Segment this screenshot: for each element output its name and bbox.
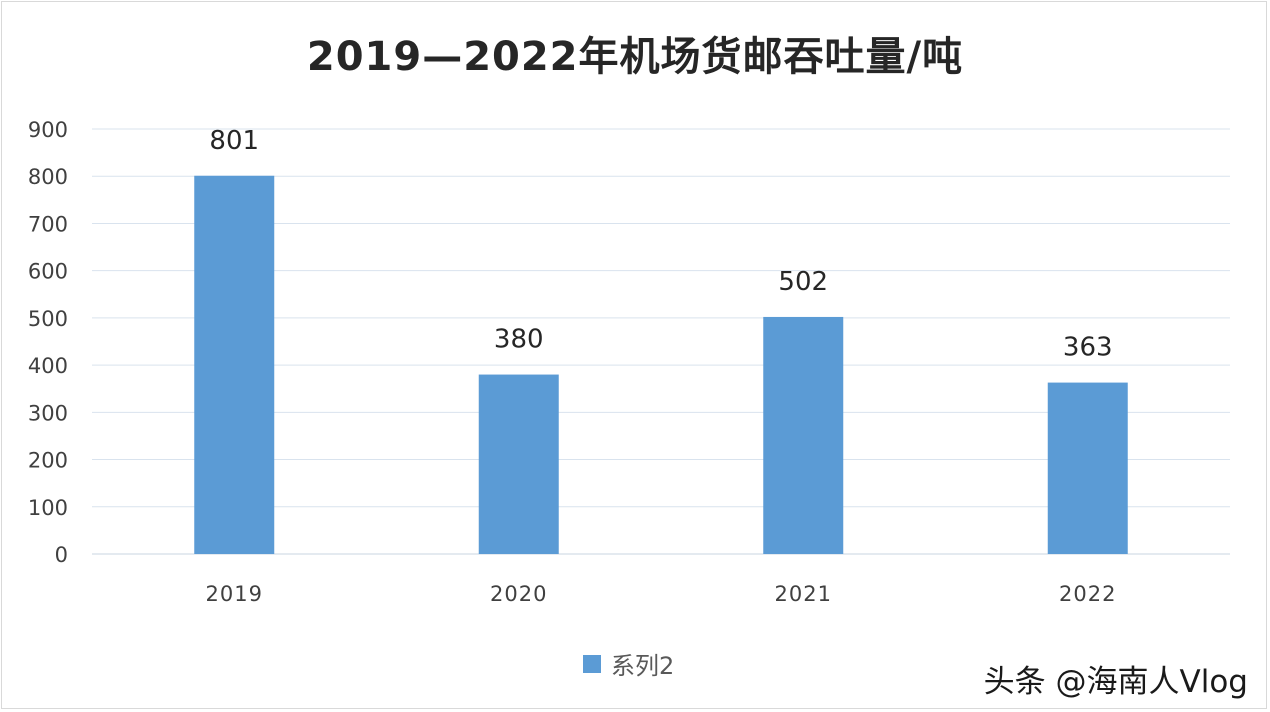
y-tick-label: 100 — [28, 496, 68, 520]
bar — [1047, 382, 1128, 554]
bar — [478, 374, 559, 554]
data-label: 363 — [1063, 333, 1113, 363]
x-tick-label: 2022 — [1059, 582, 1116, 606]
legend-swatch — [583, 654, 601, 673]
y-tick-label: 500 — [28, 307, 68, 331]
bar — [763, 316, 844, 554]
y-tick-label: 400 — [28, 354, 68, 378]
chart-title: 2019—2022年机场货邮吞吐量/吨 — [306, 34, 964, 80]
y-tick-label: 300 — [28, 401, 68, 425]
x-tick-label: 2020 — [490, 582, 547, 606]
y-tick-label: 700 — [28, 212, 68, 236]
data-label: 502 — [778, 267, 828, 297]
y-tick-label: 900 — [28, 118, 68, 142]
y-tick-label: 200 — [28, 449, 68, 473]
legend-label: 系列2 — [611, 652, 675, 680]
y-tick-label: 0 — [55, 543, 68, 567]
data-label: 380 — [494, 325, 544, 355]
y-tick-label: 800 — [28, 165, 68, 189]
data-label: 801 — [209, 126, 259, 156]
watermark: 头条 @海南人Vlog — [983, 664, 1248, 700]
x-tick-label: 2019 — [206, 582, 263, 606]
bar — [194, 175, 275, 554]
y-tick-label: 600 — [28, 260, 68, 284]
x-tick-label: 2021 — [775, 582, 832, 606]
legend: 系列2 — [583, 646, 674, 681]
